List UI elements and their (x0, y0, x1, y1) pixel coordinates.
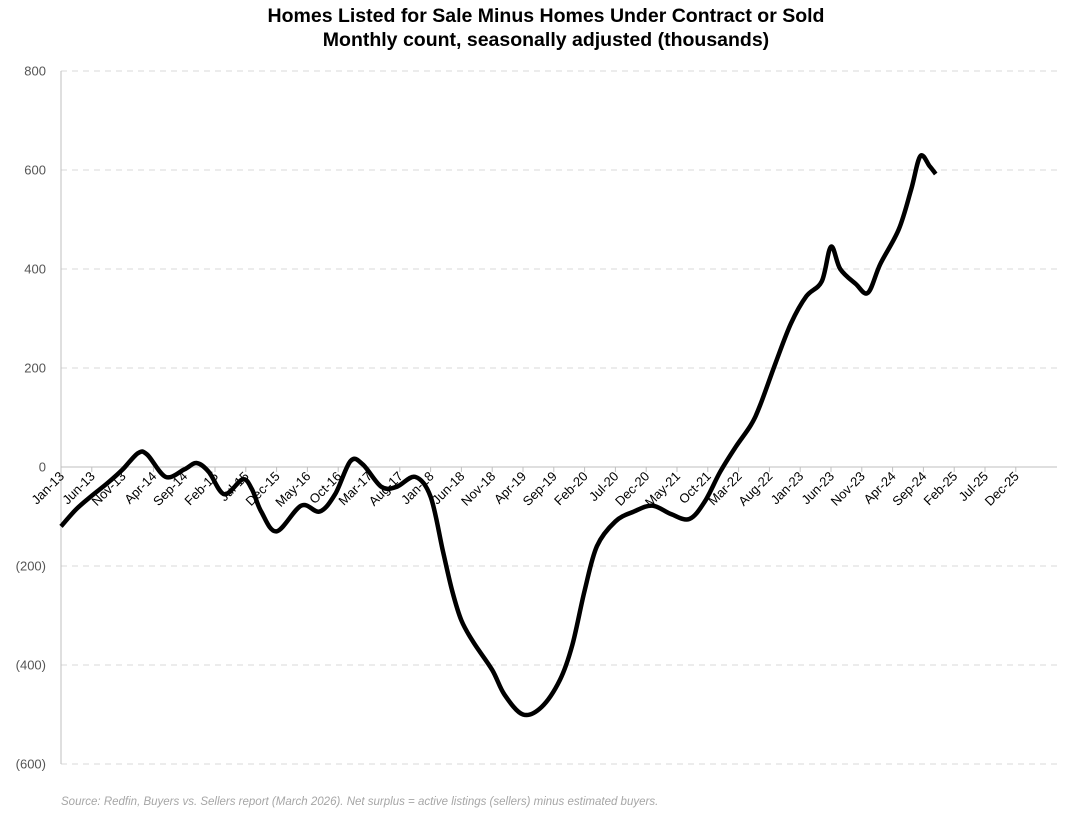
y-tick-label: (400) (16, 658, 46, 673)
x-tick-label: Nov-23 (828, 469, 868, 509)
gridlines (61, 70, 1057, 765)
x-tick-label: Sep-14 (150, 469, 190, 509)
x-tick-label: Feb-20 (551, 469, 591, 509)
y-tick-label: 600 (24, 163, 46, 178)
x-tick-label: Sep-19 (520, 469, 560, 509)
chart-title-line: Homes Listed for Sale Minus Homes Under … (267, 5, 825, 27)
x-tick-label: Nov-18 (458, 469, 498, 509)
series-line (59, 153, 938, 718)
x-tick-label: Sep-24 (889, 469, 929, 509)
y-tick-label: 800 (24, 64, 46, 79)
x-tick-label: Nov-13 (88, 469, 128, 509)
axes (60, 71, 1057, 764)
source-note: Source: Redfin, Buyers vs. Sellers repor… (61, 796, 659, 808)
x-tick-label: Feb-15 (181, 469, 221, 509)
y-tick-label: 200 (24, 361, 46, 376)
x-tick-label: May-21 (642, 469, 683, 510)
x-tick-label: Aug-22 (735, 469, 775, 509)
y-tick-label: 0 (39, 460, 46, 475)
y-axis-tick-labels: 800 600 400 200 0 (200) (400) (600) (16, 64, 46, 772)
x-tick-label: Dec-25 (982, 469, 1022, 509)
y-tick-label: (200) (16, 559, 46, 574)
x-tick-label: Jan-23 (768, 469, 807, 508)
series-layer (59, 153, 938, 718)
chart-subtitle-line: Monthly count, seasonally adjusted (thou… (322, 29, 770, 51)
x-tick-label: Feb-25 (921, 469, 961, 509)
y-tick-label: 400 (24, 262, 46, 277)
chart-title: Homes Listed for Sale Minus Homes Under … (0, 4, 1092, 52)
y-tick-label: (600) (16, 757, 46, 772)
